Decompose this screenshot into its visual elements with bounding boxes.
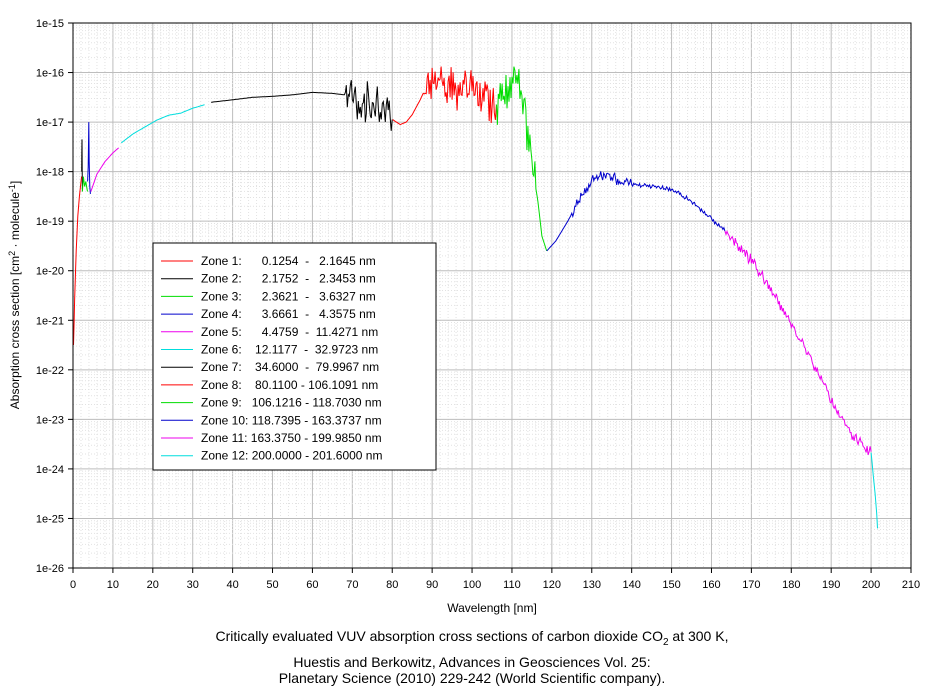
legend-entry: Zone 5: 4.4759 - 11.4271 nm: [201, 325, 378, 339]
y-tick-label: 1e-21: [36, 315, 64, 327]
x-tick-label: 130: [583, 579, 601, 591]
x-tick-label: 140: [622, 579, 640, 591]
y-tick-label: 1e-23: [36, 414, 64, 426]
legend-entry: Zone 11: 163.3750 - 199.9850 nm: [201, 431, 382, 445]
series-line: [81, 139, 83, 192]
x-tick-label: 200: [862, 579, 880, 591]
y-tick-label: 1e-17: [36, 117, 64, 129]
plot-frame: [72, 22, 912, 569]
y-tick-label: 1e-25: [36, 513, 64, 525]
x-tick-label: 20: [147, 579, 159, 591]
series-line: [120, 104, 205, 144]
x-axis-title: Wavelength [nm]: [447, 601, 537, 615]
series-line: [87, 122, 91, 194]
x-tick-label: 150: [662, 579, 680, 591]
x-tick-label: 170: [742, 579, 760, 591]
y-tick-label: 1e-18: [36, 167, 64, 179]
legend: Zone 1: 0.1254 - 2.1645 nm Zone 2: 2.1752…: [152, 242, 437, 471]
grid: [72, 23, 912, 569]
y-axis-title: Absorption cross section [cm2 · molecule…: [7, 181, 22, 409]
x-tick-label: 180: [782, 579, 800, 591]
series-line: [73, 176, 83, 346]
legend-entry: Zone 1: 0.1254 - 2.1645 nm: [201, 254, 376, 268]
y-tick-label: 1e-22: [36, 365, 64, 377]
legend-entry: Zone 8: 80.1100 - 106.1091 nm: [201, 378, 378, 392]
legend-box: [152, 242, 437, 471]
legend-entry: Zone 12: 200.0000 - 201.6000 nm: [201, 449, 382, 463]
series-line: [211, 80, 393, 131]
legend-entry: Zone 7: 34.6000 - 79.9967 nm: [201, 360, 379, 374]
series-line: [870, 452, 878, 529]
x-tick-label: 190: [822, 579, 840, 591]
y-tick-label: 1e-20: [36, 266, 64, 278]
x-tick-label: 50: [266, 579, 278, 591]
x-tick-label: 160: [702, 579, 720, 591]
x-tick-label: 60: [306, 579, 318, 591]
x-tick-label: 0: [70, 579, 76, 591]
legend-entry: Zone 6: 12.1177 - 32.9723 nm: [201, 343, 378, 357]
y-tick-label: 1e-19: [36, 216, 64, 228]
series-line: [90, 147, 119, 192]
x-tick-label: 70: [346, 579, 358, 591]
legend-entry: Zone 9: 106.1216 - 118.7030 nm: [201, 396, 382, 410]
legend-entry: Zone 3: 2.3621 - 3.6327 nm: [201, 289, 376, 303]
series-line: [546, 171, 726, 252]
legend-entry: Zone 10: 118.7395 - 163.3737 nm: [201, 413, 382, 427]
x-tick-label: 10: [107, 579, 119, 591]
series-line: [392, 66, 497, 126]
y-tick-label: 1e-26: [36, 563, 64, 575]
caption-line-3: Planetary Science (2010) 229-242 (World …: [278, 670, 666, 686]
x-axis: 0 10 20 30 40 50 60 70 80 90 100 110 120 130 140 150 160…: [70, 568, 920, 591]
x-tick-label: 110: [503, 579, 521, 591]
x-tick-label: 90: [426, 579, 438, 591]
caption-line-1: Critically evaluated VUV absorption cros…: [215, 628, 729, 648]
y-tick-label: 1e-24: [36, 464, 64, 476]
series-line: [81, 176, 88, 192]
series-group: [73, 66, 878, 529]
x-tick-label: 80: [386, 579, 398, 591]
x-tick-label: 30: [187, 579, 199, 591]
x-tick-label: 40: [226, 579, 238, 591]
x-tick-label: 100: [463, 579, 481, 591]
y-tick-label: 1e-16: [36, 68, 64, 80]
series-line: [724, 229, 872, 456]
series-line: [496, 66, 548, 252]
y-axis: 1e-26 1e-25 1e-24 1e-23 1e-22 1e-21 1e-20 1e-19…: [36, 18, 73, 575]
y-tick-label: 1e-15: [36, 18, 64, 30]
legend-entry: Zone 4: 3.6661 - 4.3575 nm: [201, 307, 376, 321]
caption-line-2: Huestis and Berkowitz, Advances in Geosc…: [293, 654, 651, 670]
x-tick-label: 120: [543, 579, 561, 591]
legend-entry: Zone 2: 2.1752 - 2.3453 nm: [201, 272, 376, 286]
x-tick-label: 210: [902, 579, 920, 591]
